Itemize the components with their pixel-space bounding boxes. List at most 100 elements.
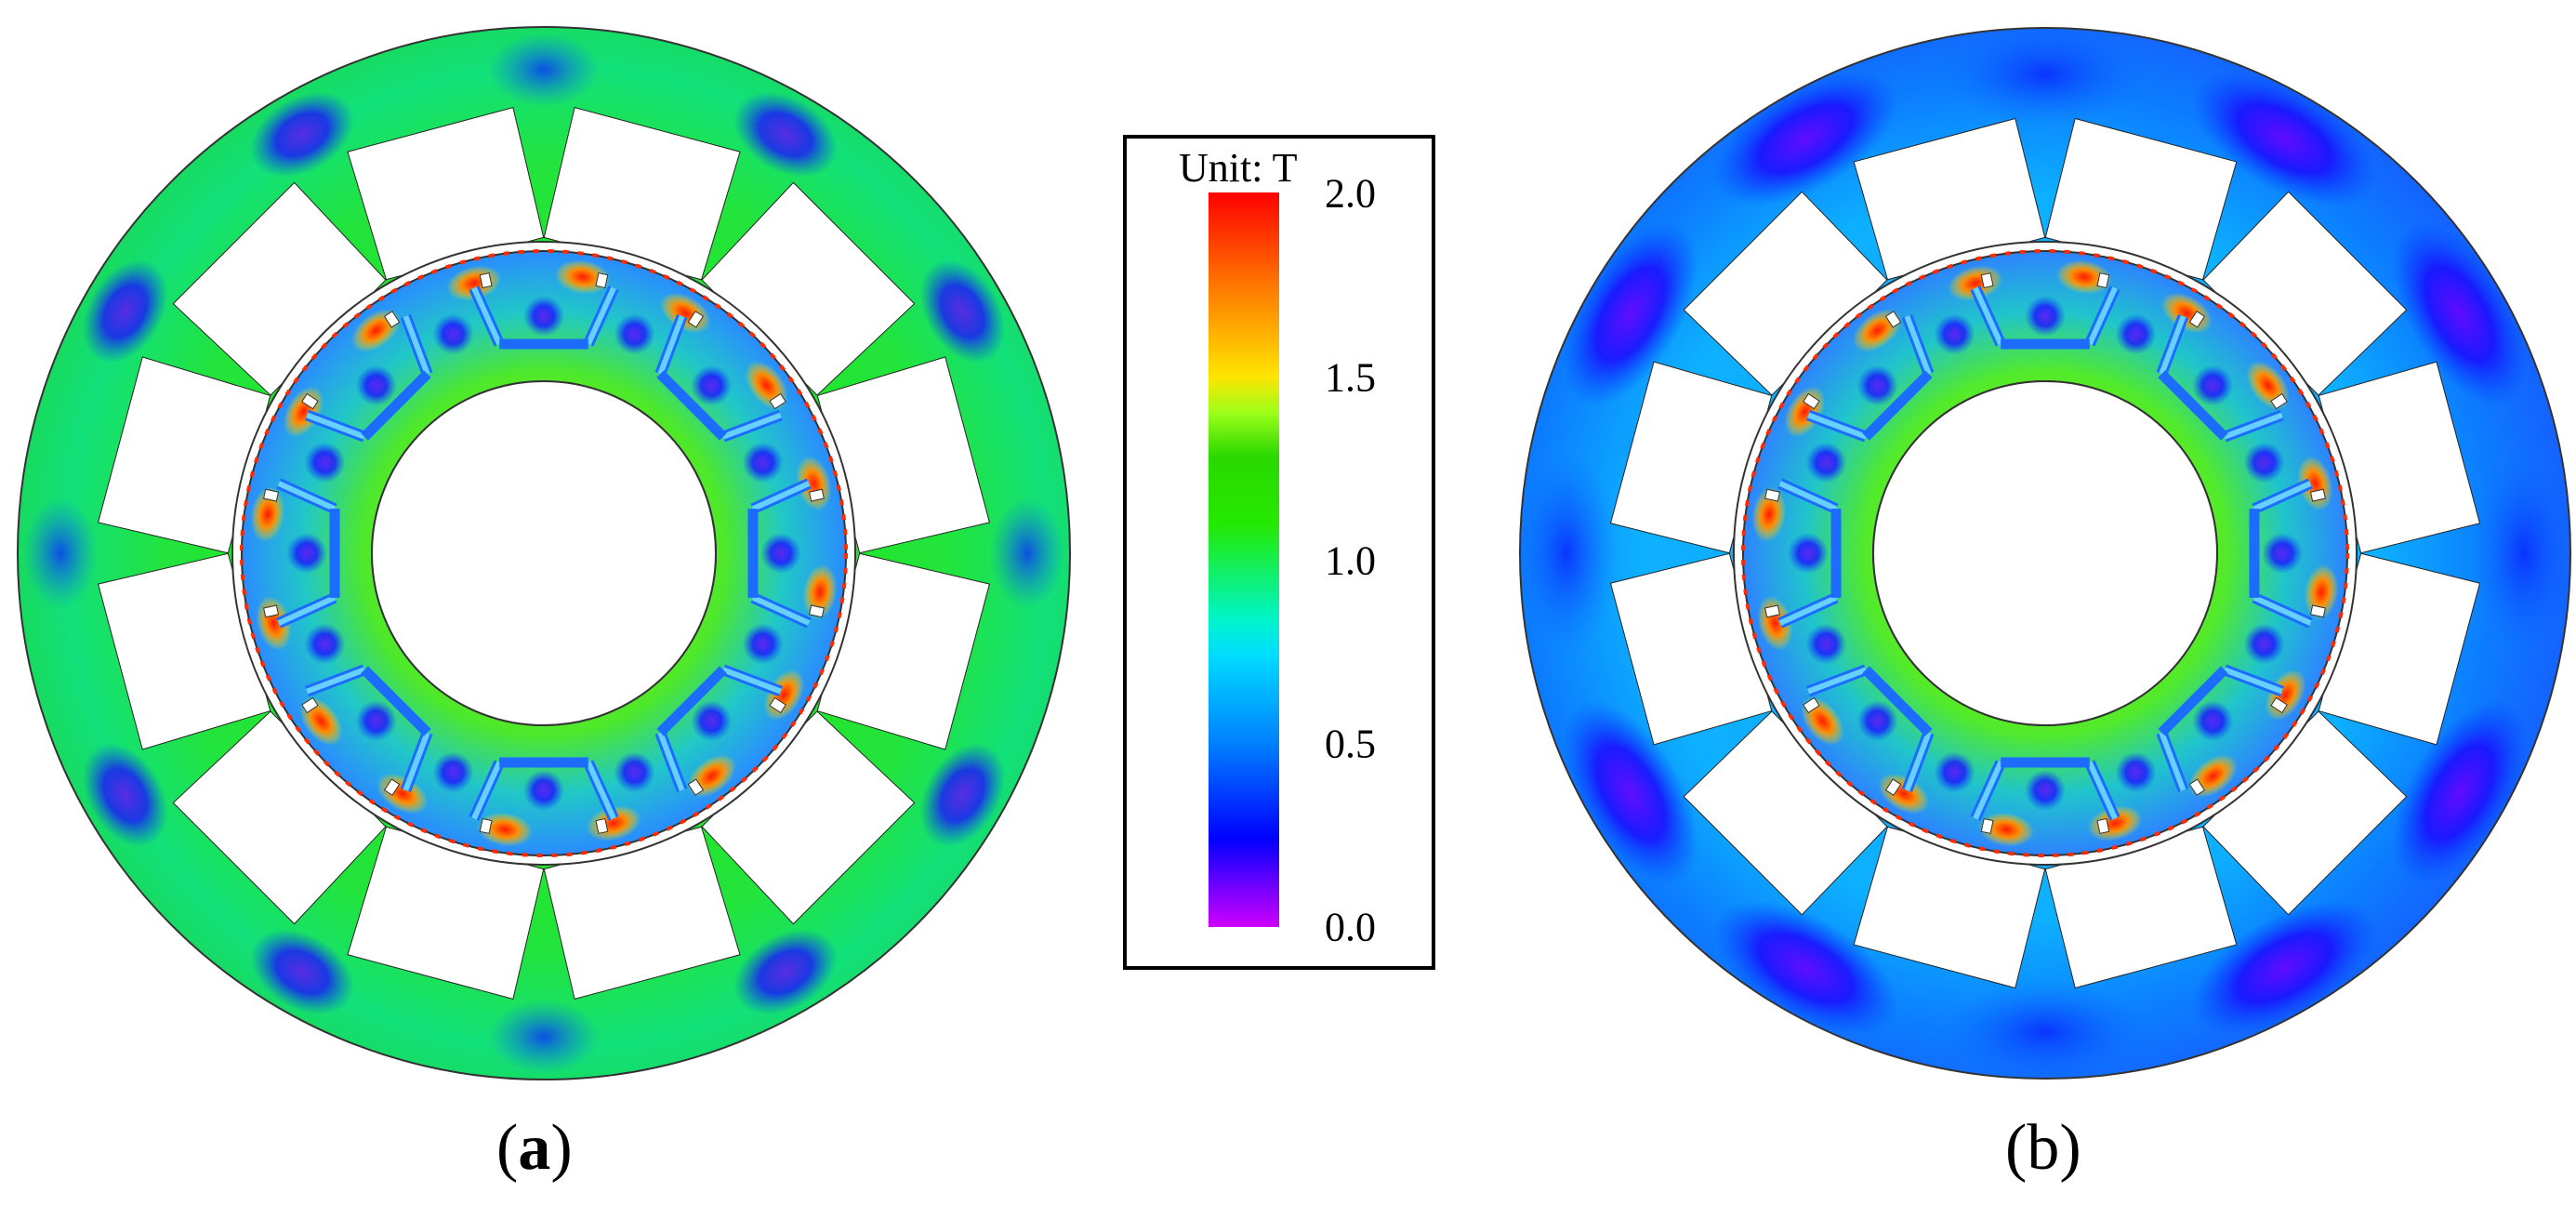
flux-barrier xyxy=(1764,488,1781,502)
rotor-low-field-spot xyxy=(2025,770,2066,811)
permanent-magnet xyxy=(361,370,431,441)
colorbar xyxy=(1209,192,1279,927)
permanent-magnet xyxy=(1862,370,1933,441)
permanent-magnet-core xyxy=(721,667,782,695)
field-spot xyxy=(488,1000,600,1074)
flux-barrier xyxy=(687,311,705,328)
field-spot xyxy=(250,929,354,1015)
rotor-low-field-spot xyxy=(2115,751,2157,793)
field-spot xyxy=(1943,981,2147,1083)
rotor-low-field-spot xyxy=(2243,623,2285,665)
permanent-magnet xyxy=(656,666,727,736)
rotor-low-field-spot xyxy=(1856,364,1898,406)
permanent-magnet-core xyxy=(1973,761,2003,820)
rotor-low-field-spot xyxy=(355,364,397,406)
stator-bore xyxy=(1733,241,2358,866)
field-spot xyxy=(2192,71,2377,206)
stator-slot xyxy=(701,710,916,925)
permanent-magnet-core xyxy=(1973,286,2003,346)
rotor-low-field-spot xyxy=(1788,533,1829,574)
flux-barrier xyxy=(808,604,825,618)
flux-barrier xyxy=(2188,778,2206,796)
field-spot xyxy=(1713,71,1898,206)
rotor-low-field-spot xyxy=(1934,751,1975,793)
flux-barrier xyxy=(769,392,786,410)
permanent-magnet xyxy=(656,370,727,441)
panel-b-rotor xyxy=(1733,241,2358,866)
permanent-magnet-core xyxy=(1904,731,1932,791)
panel-a-rotor xyxy=(231,241,856,866)
rotor-low-field-spot xyxy=(742,623,784,665)
flux-barrier xyxy=(1764,604,1781,618)
rotor-low-field-spot xyxy=(304,442,346,484)
field-spot xyxy=(82,743,168,847)
panel-label-b: (b) xyxy=(2005,1112,2081,1184)
permanent-magnet-core xyxy=(751,595,811,626)
rotor-low-field-spot xyxy=(2192,700,2234,742)
flux-barrier xyxy=(383,778,401,796)
rotor-low-field-spot xyxy=(2262,533,2303,574)
permanent-magnet-core xyxy=(306,412,366,440)
rotor-low-field-spot xyxy=(1805,442,1847,484)
field-spot xyxy=(82,259,168,364)
air-gap-boundary xyxy=(1741,249,2349,857)
stator-slot xyxy=(172,710,387,925)
rotor-low-field-spot xyxy=(1856,700,1898,742)
flux-barrier xyxy=(479,817,493,834)
permanent-magnet-core xyxy=(277,481,337,511)
flux-barrier xyxy=(301,392,319,410)
flux-barrier xyxy=(2309,604,2326,618)
field-spot xyxy=(1713,900,1898,1036)
field-spot xyxy=(2192,900,2377,1036)
flux-barrier xyxy=(1803,696,1820,714)
permanent-magnet xyxy=(2158,666,2228,736)
field-spot xyxy=(2473,451,2575,656)
permanent-magnet-core xyxy=(1904,315,1932,376)
flux-barrier xyxy=(1884,311,1902,328)
stator-slot xyxy=(347,826,545,1001)
stator-slot xyxy=(1853,826,2046,989)
field-spot xyxy=(1563,700,1698,885)
rotor-low-field-spot xyxy=(760,533,801,574)
permanent-magnet-core xyxy=(657,731,685,791)
permanent-magnet-core xyxy=(277,595,337,626)
rotor-low-field-spot xyxy=(432,313,474,355)
field-spot xyxy=(403,848,492,976)
rotor-low-field-spot xyxy=(523,296,564,337)
rotor-low-field-spot xyxy=(1805,623,1847,665)
flux-barrier xyxy=(769,696,786,714)
permanent-magnet xyxy=(2158,370,2228,441)
air-gap-boundary xyxy=(240,249,848,857)
shaft-hole xyxy=(1872,380,2218,726)
field-spot xyxy=(2097,130,2186,258)
field-spot xyxy=(1622,413,1750,501)
field-spot xyxy=(733,91,838,178)
field-spot xyxy=(596,130,684,258)
flux-barrier xyxy=(687,778,705,796)
colorbar-tick-label: 0.0 xyxy=(1325,904,1376,950)
stator-slot xyxy=(97,356,271,554)
stator-slot xyxy=(347,106,545,281)
permanent-magnet-core xyxy=(657,315,685,376)
flux-barrier xyxy=(595,272,609,289)
rotor-low-field-spot xyxy=(691,700,733,742)
permanent-magnet xyxy=(361,666,431,736)
permanent-magnet-core xyxy=(1807,412,1868,440)
flux-barrier xyxy=(2188,311,2206,328)
stator-slot xyxy=(2318,361,2481,554)
permanent-magnet-core xyxy=(751,481,811,511)
rotor-low-field-spot xyxy=(614,751,655,793)
permanent-magnet-core xyxy=(306,667,366,695)
colorbar-frame xyxy=(1123,135,1435,970)
flux-barrier xyxy=(383,311,401,328)
rotor-low-field-spot xyxy=(742,442,784,484)
permanent-magnet-core xyxy=(2087,286,2118,346)
permanent-magnet-core xyxy=(721,412,782,440)
shaft-hole xyxy=(371,380,717,726)
stator-slot xyxy=(543,826,741,1001)
panel-b-stator-outline xyxy=(1519,27,2571,1080)
flux-barrier xyxy=(1980,272,1994,289)
flux-barrier xyxy=(2309,488,2326,502)
flux-barrier xyxy=(808,488,825,502)
permanent-magnet-core xyxy=(403,731,430,791)
